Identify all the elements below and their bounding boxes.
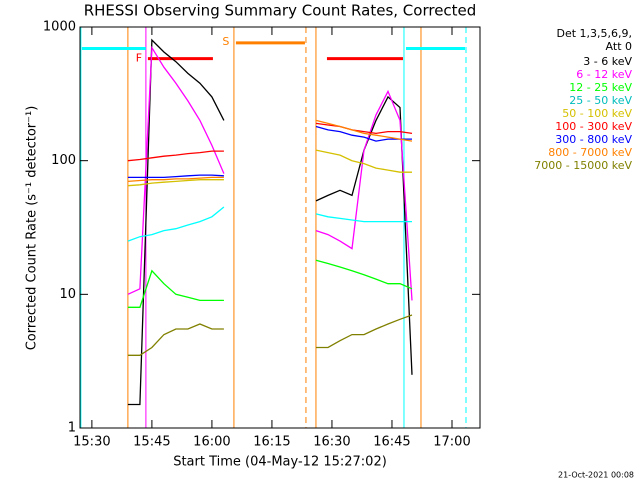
series-line [127,150,224,162]
legend-entry: 25 - 50 keV [569,94,632,107]
series-line [127,45,225,295]
x-tick-label: 16:45 [373,435,410,450]
y-tick-label: 1000 [43,20,76,35]
series-line [315,125,412,142]
y-tick-label: 10 [59,287,76,302]
series-line [315,89,413,301]
x-tick-label: 15:45 [133,435,170,450]
legend-entry: 3 - 6 keV [583,55,632,68]
chart-title: RHESSI Observing Summary Count Rates, Co… [84,2,477,20]
legend-title: Att 0 [606,40,632,53]
series-line [127,176,224,183]
legend-title: Det 1,3,5,6,9, [556,27,632,40]
x-axis-label: Start Time (04-May-12 15:27:02) [173,455,387,470]
legend-entry: 50 - 100 keV [562,107,632,120]
plot-frame [79,26,481,429]
series-line [315,122,413,135]
series-line [315,213,412,223]
series-line [127,269,224,308]
legend-entry: 6 - 12 keV [576,68,632,81]
flag-label: F [136,52,142,65]
series-line [127,323,224,356]
series-line [127,206,225,242]
y-tick-label: 100 [51,153,76,168]
series-line [315,149,412,173]
series-line [315,119,413,142]
series-line [127,179,224,187]
y-axis-label: Corrected Count Rate (s⁻¹ detector⁻¹) [25,106,40,351]
x-tick-label: 16:15 [253,435,290,450]
flag-label: S [222,35,229,48]
series-line [316,314,413,349]
x-tick-label: 16:00 [193,435,230,450]
footer: 21-Oct-2021 00:08 [558,471,634,480]
legend-entry: 100 - 300 keV [555,120,632,133]
x-tick-label: 16:30 [313,435,350,450]
y-tick-label: 1 [68,421,76,436]
series-line [127,38,225,406]
x-tick-label: 15:30 [73,435,110,450]
series-line [315,259,413,290]
legend-entry: 12 - 25 keV [569,81,632,94]
legend-entry: 300 - 800 keV [555,133,632,146]
legend-entry: 7000 - 15000 keV [534,159,632,172]
x-tick-label: 17:00 [433,435,470,450]
legend-entry: 800 - 7000 keV [548,146,632,159]
series-line [127,174,224,179]
